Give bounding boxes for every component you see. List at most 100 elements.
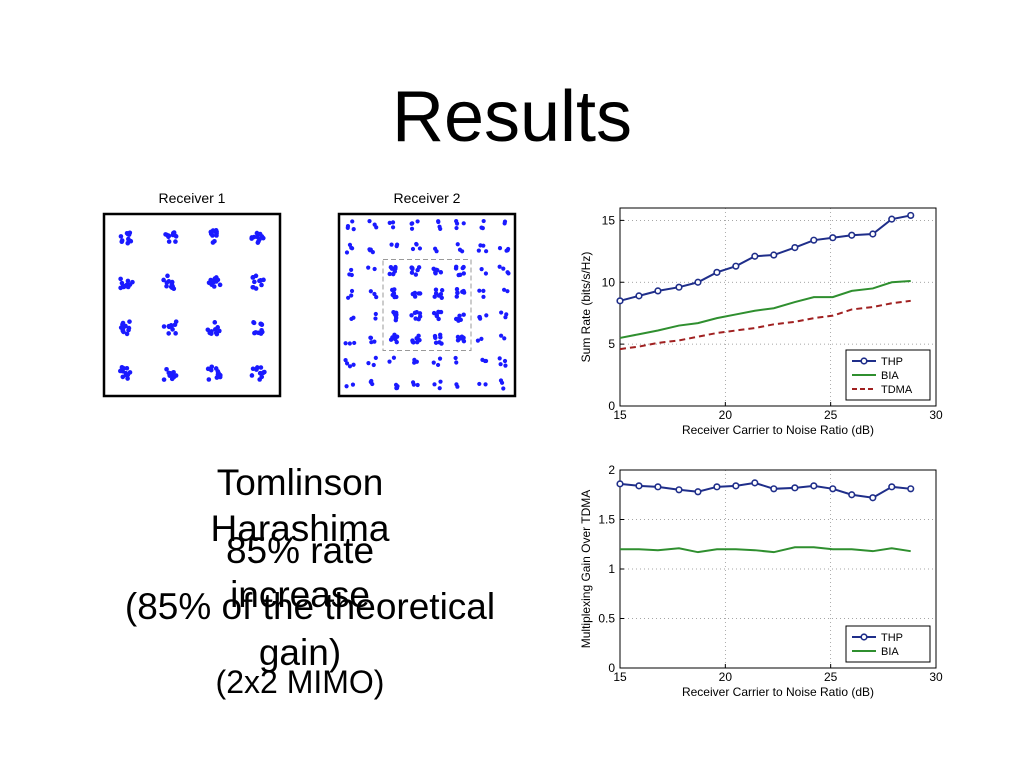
series-marker [694,278,702,286]
y-tick-label: 15 [602,213,616,227]
scatter-point [170,373,175,379]
series-bia [619,280,911,339]
scatter-point [121,284,126,290]
series-marker [869,230,877,238]
scatter-point [476,248,481,253]
scatter-point [366,265,371,270]
scatter-point [208,329,214,335]
legend-label: TDMA [881,384,913,396]
scatter-point [166,234,171,240]
scatter-point [392,287,397,292]
scatter-point [483,358,489,364]
scatter-point [173,319,179,324]
scatter-point [438,335,443,340]
scatter-point [205,327,211,333]
scatter-point [371,362,376,368]
scatter-point [124,331,130,337]
modulo-region-box [382,259,472,351]
scatter-point [249,236,254,241]
scatter-point [413,272,419,277]
series-marker [810,236,818,244]
scatter-point [439,341,444,346]
scatter-point [343,341,348,346]
scatter-point [125,278,131,284]
scatter-point [497,356,502,361]
scatter-point [415,382,420,388]
scatter-point [438,270,444,275]
scatter-point [481,218,486,224]
scatter-point [453,266,459,271]
y-axis-label: Sum Rate (bits/s/Hz) [579,252,593,363]
y-tick-label: 1.5 [598,513,615,527]
scatter-point [498,378,504,383]
series-line [619,214,911,302]
series-marker [810,482,818,490]
chart-title: Receiver 1 [159,190,226,206]
legend-box [845,625,931,663]
scatter-point [436,316,441,322]
scatter-point [255,240,261,245]
series-marker [791,243,799,252]
scatter-point [454,218,459,224]
scatter-point [410,246,416,252]
scatter-point [393,264,398,270]
scatter-point [436,219,441,225]
slide-title: Results [391,77,633,157]
scatter-point [413,316,418,321]
scatter-point [394,294,399,300]
scatter-point [501,266,506,271]
scatter-point [125,372,131,378]
scatter-point [454,360,459,365]
scatter-point [432,382,437,387]
scatter-point [391,309,396,315]
scatter-point [351,315,356,320]
x-tick-label: 30 [929,670,943,684]
y-tick-label: 2 [608,463,615,477]
text-line-rate: 85% rate [225,530,375,571]
scatter-point [212,327,218,332]
scatter-point [126,327,131,333]
scatter-point [368,289,373,294]
scatter-point [438,226,443,231]
scatter-point [395,242,400,247]
scatter-point [166,331,171,336]
scatter-point [431,310,437,316]
scatter-point [128,238,134,244]
scatter-point [437,386,442,391]
scatter-point [259,321,264,327]
scatter-point [501,287,507,292]
series-line [619,481,911,499]
scatter-point [480,226,485,231]
scatter-point [366,361,371,366]
legend-label: BIA [881,646,899,658]
scatter-point [479,267,484,272]
scatter-point [417,291,423,296]
series-marker [848,231,856,239]
scatter-point [461,221,466,226]
multiplexing-gain-line-chart: 15 20 25 30 0 0.5 1 1.5 2 Receiver Carrier to Noi… [570,462,950,710]
scatter-point [372,291,377,297]
series-marker [888,483,896,491]
series-marker [713,268,721,276]
scatter-point [433,340,439,345]
scatter-point [412,290,418,296]
scatter-point [373,311,378,317]
text-line-theoretical: (85% of the theoretical [124,586,496,627]
scatter-point [435,268,440,273]
scatter-point [119,238,125,243]
x-tick-label: 25 [824,408,838,422]
scatter-point [503,363,508,368]
scatter-point [409,265,414,270]
plot-frame [337,212,517,398]
scatter-point [258,365,264,370]
scatter-point [431,360,436,365]
series-marker [751,252,759,260]
scatter-point [409,226,415,231]
chart-title: Receiver 2 [394,190,461,206]
series-marker [616,297,624,305]
scatter-point [456,316,461,322]
scatter-point [372,222,377,227]
scatter-point [388,337,394,342]
scatter-point [417,246,423,251]
scatter-point [250,275,256,280]
